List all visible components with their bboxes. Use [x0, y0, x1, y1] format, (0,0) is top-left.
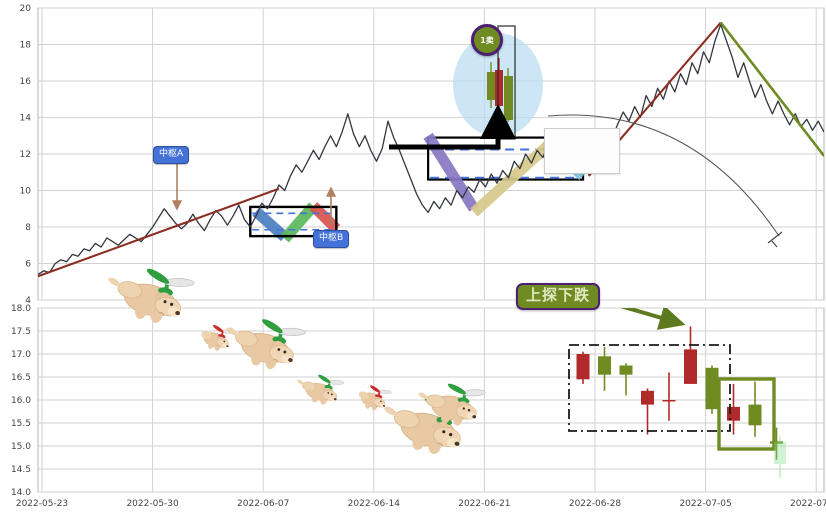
svg-text:20: 20 — [20, 4, 32, 14]
svg-text:2022-06-14: 2022-06-14 — [348, 499, 401, 509]
svg-text:16.0: 16.0 — [11, 396, 31, 406]
pivot-zone-a-label[interactable]: 中枢A — [153, 146, 190, 164]
svg-text:15.5: 15.5 — [11, 419, 31, 429]
annotation-arrow — [620, 308, 686, 330]
trendline-up-1 — [38, 187, 280, 278]
ghost-candle — [774, 436, 786, 478]
svg-text:14: 14 — [20, 114, 32, 124]
svg-text:12: 12 — [20, 150, 31, 160]
top-y-axis-ticks: 20 18 16 14 12 10 8 6 4 — [20, 4, 32, 306]
svg-text:14.5: 14.5 — [11, 465, 31, 475]
svg-text:2022-05-23: 2022-05-23 — [16, 499, 68, 509]
svg-text:2022-06-07: 2022-06-07 — [237, 499, 289, 509]
svg-text:16.5: 16.5 — [11, 373, 31, 383]
svg-text:2022-07-05: 2022-07-05 — [679, 499, 731, 509]
bottom-panel-plot — [568, 308, 786, 478]
svg-text:14.0: 14.0 — [11, 488, 31, 498]
trendline-down — [719, 21, 824, 157]
svg-text:2022-06-28: 2022-06-28 — [569, 499, 622, 509]
chan-segments — [252, 132, 587, 243]
vertical-frame-box — [497, 25, 516, 140]
sell-signal-marker[interactable]: 1卖 — [471, 24, 503, 56]
svg-text:8: 8 — [25, 223, 31, 233]
elbow-arrow — [389, 104, 517, 150]
svg-text:4: 4 — [25, 296, 31, 306]
pivot-zone-a — [249, 205, 338, 238]
price-line — [38, 23, 824, 275]
pivot-zone-b-label[interactable]: 中枢B — [313, 230, 350, 248]
svg-text:10: 10 — [20, 187, 32, 197]
svg-text:17.0: 17.0 — [11, 350, 31, 360]
svg-text:18.0: 18.0 — [11, 304, 31, 314]
bottom-y-axis-ticks: 18.0 17.5 17.0 16.5 16.0 15.5 15.0 14.5 14.0 — [11, 304, 31, 498]
candlestick-series — [576, 326, 783, 460]
svg-text:6: 6 — [25, 260, 31, 270]
top-panel-plot — [38, 21, 824, 278]
svg-text:2022-06-21: 2022-06-21 — [458, 499, 510, 509]
signal-box — [717, 377, 776, 451]
x-axis-ticks: 2022-05-23 2022-05-30 2022-06-07 2022-06-14… — [16, 499, 826, 509]
projection-arc — [547, 114, 780, 237]
puppy-thumbnail-inset[interactable] — [544, 128, 620, 174]
up-probe-down-fall-label[interactable]: 上探下跌 — [516, 283, 601, 310]
svg-text:2022-05-30: 2022-05-30 — [126, 499, 179, 509]
consolidation-box — [568, 344, 731, 432]
arc-end-tick — [767, 231, 783, 248]
svg-text:15.0: 15.0 — [11, 442, 31, 452]
svg-text:17.5: 17.5 — [11, 327, 31, 337]
svg-text:2022-07-12: 2022-07-12 — [790, 499, 826, 509]
svg-text:16: 16 — [20, 77, 32, 87]
svg-text:18: 18 — [20, 41, 32, 51]
